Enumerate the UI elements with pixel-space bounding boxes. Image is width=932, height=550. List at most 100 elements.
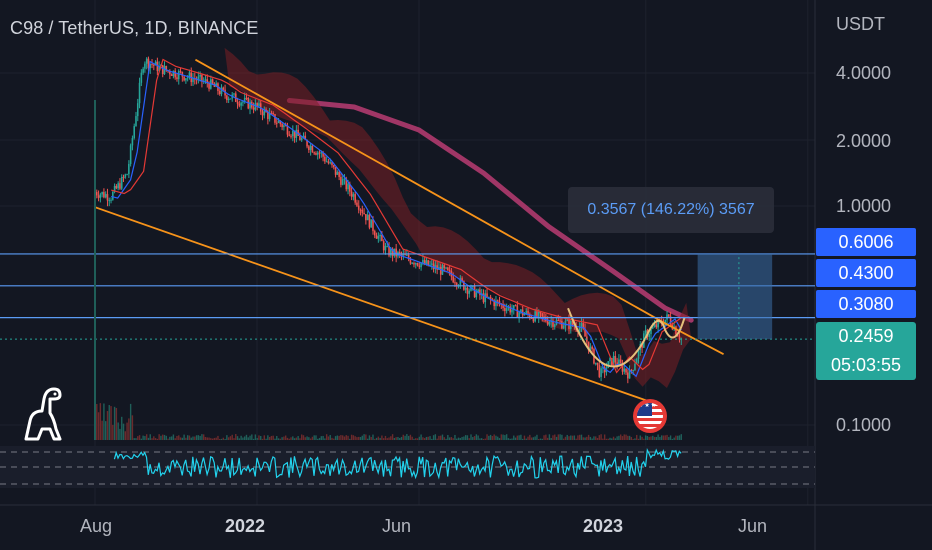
volume-bar xyxy=(627,435,629,440)
volume-bar xyxy=(243,436,246,440)
volume-bar xyxy=(520,434,522,440)
volume-bar xyxy=(618,435,620,440)
candle-body xyxy=(479,289,481,296)
us-flag-event-icon[interactable]: ★★★ xyxy=(633,399,667,433)
volume-bar xyxy=(135,438,137,440)
volume-bar xyxy=(582,437,584,440)
volume-bar xyxy=(472,437,474,440)
cup-handle-curve xyxy=(567,307,686,368)
candle-body xyxy=(332,165,335,168)
candle-body xyxy=(334,167,337,175)
volume-bar xyxy=(227,437,230,440)
volume-bar xyxy=(532,437,535,440)
volume-bar xyxy=(664,435,666,440)
volume-bar xyxy=(286,437,289,440)
volume-bar xyxy=(488,435,490,440)
volume-bar xyxy=(317,438,319,440)
volume-bar xyxy=(163,434,166,440)
candle-body xyxy=(227,98,230,101)
candle-body xyxy=(532,318,535,322)
volume-bar xyxy=(306,436,308,440)
volume-bar xyxy=(236,436,239,440)
price-level-tag[interactable]: 0.4300 xyxy=(816,259,916,287)
volume-bar xyxy=(258,435,260,440)
candle-body xyxy=(101,192,103,195)
volume-bar xyxy=(411,436,413,440)
candle-body xyxy=(136,103,139,117)
candle-body xyxy=(448,270,451,272)
candle-body xyxy=(644,330,647,334)
volume-bar xyxy=(441,434,444,440)
candle-body xyxy=(539,311,542,314)
candle-body xyxy=(523,313,526,316)
volume-bar xyxy=(215,437,217,440)
candle-body xyxy=(138,82,141,104)
volume-bar xyxy=(395,437,397,440)
candle-body xyxy=(443,265,446,268)
candle-body xyxy=(398,251,401,254)
volume-bar xyxy=(443,437,445,440)
volume-bar xyxy=(224,438,226,440)
candle-body xyxy=(391,249,394,256)
volume-bar xyxy=(217,435,219,440)
candle-body xyxy=(270,113,273,115)
volume-bar xyxy=(333,438,335,440)
candle-body xyxy=(377,236,380,239)
candle-body xyxy=(561,321,563,329)
candle-body xyxy=(284,125,287,127)
volume-bar xyxy=(379,437,381,440)
candle-body xyxy=(502,304,504,309)
volume-bar xyxy=(454,434,456,440)
candle-body xyxy=(331,162,333,166)
volume-bar xyxy=(167,438,169,440)
volume-bar xyxy=(648,436,650,440)
candle-body xyxy=(117,183,119,189)
candle-body xyxy=(302,135,305,138)
candle-body xyxy=(664,319,667,326)
dinosaur-logo-icon[interactable] xyxy=(20,385,66,441)
candle-body xyxy=(275,122,278,124)
candle-body xyxy=(582,323,585,329)
volume-bar xyxy=(206,437,208,440)
volume-bar xyxy=(507,438,510,440)
volume-bar xyxy=(322,435,324,440)
candle-body xyxy=(149,63,152,69)
candle-body xyxy=(222,87,225,90)
time-axis-label: 2022 xyxy=(225,516,266,536)
candle-body xyxy=(119,183,121,189)
price-level-tag[interactable]: 0.3080 xyxy=(816,290,916,318)
candle-body xyxy=(268,113,271,119)
candle-body xyxy=(290,135,292,137)
volume-bar xyxy=(413,438,415,440)
volume-bar xyxy=(129,403,132,440)
volume-bar xyxy=(272,435,274,440)
volume-bar xyxy=(113,406,116,440)
time-axis-label: 2023 xyxy=(583,516,624,536)
volume-bar xyxy=(677,435,679,440)
volume-bar xyxy=(138,435,141,440)
candle-body xyxy=(263,109,266,116)
candle-body xyxy=(169,70,171,75)
volume-bar xyxy=(527,436,529,440)
candle-body xyxy=(363,212,365,215)
candle-body xyxy=(357,205,360,210)
price-level-tag[interactable]: 0.6006 xyxy=(816,228,916,256)
price-axis-tick: 1.0000 xyxy=(836,196,892,216)
candle-body xyxy=(498,301,501,305)
volume-bar xyxy=(156,438,159,440)
volume-bar xyxy=(586,436,588,440)
candle-body xyxy=(668,314,670,317)
candle-body xyxy=(352,194,355,197)
candle-body xyxy=(427,260,430,266)
candle-body xyxy=(256,103,258,107)
volume-bar xyxy=(482,438,485,440)
candle-body xyxy=(587,341,590,351)
candle-body xyxy=(616,362,618,366)
candle-body xyxy=(381,234,383,242)
volume-bar xyxy=(324,438,326,440)
measure-label[interactable]: 0.3567 (146.22%) 3567 xyxy=(568,187,774,233)
measure-rect xyxy=(697,253,773,340)
volume-bar xyxy=(409,434,412,440)
candle-body xyxy=(407,254,410,260)
